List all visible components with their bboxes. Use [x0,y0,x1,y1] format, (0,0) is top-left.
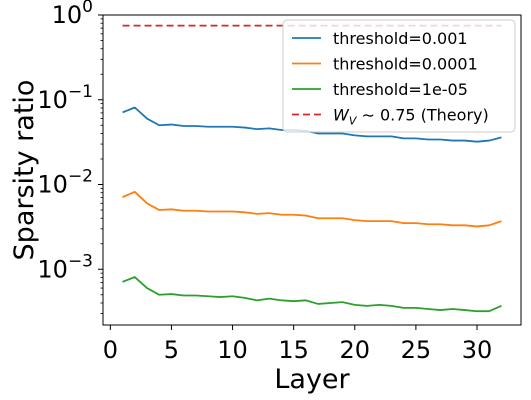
x-tick-label: 30 [462,336,493,364]
series-line-2 [122,190,502,228]
x-axis-label: Layer [274,364,350,395]
legend-label: threshold=0.001 [333,29,468,48]
legend-label: threshold=1e-05 [333,80,468,99]
x-tick-label: 0 [103,336,118,364]
y-tick-label: 10−3 [37,251,93,283]
y-tick-label: 100 [52,0,93,29]
y-axis-ticks: 10−3 10−2 10−1 100 [37,0,103,314]
y-axis-label: Sparsity ratio [9,80,40,261]
x-tick-label: 25 [401,336,432,364]
axes-frame [102,14,522,326]
x-tick-label: 20 [340,336,371,364]
legend: threshold=0.001 threshold=0.0001 threshold… [282,19,516,133]
x-axis-ticks: 0 5 10 15 20 25 30 [103,325,493,364]
x-tick-label: 5 [164,336,179,364]
legend-label: threshold=0.0001 [333,55,478,74]
legend-box [282,19,516,133]
legend-label: WV ∼ 0.75 (Theory) [333,106,489,128]
y-tick-label: 10−2 [37,167,93,199]
series-line-3 [122,276,502,313]
x-tick-label: 15 [278,336,309,364]
x-tick-label: 10 [217,336,248,364]
y-tick-label: 10−1 [37,82,93,114]
